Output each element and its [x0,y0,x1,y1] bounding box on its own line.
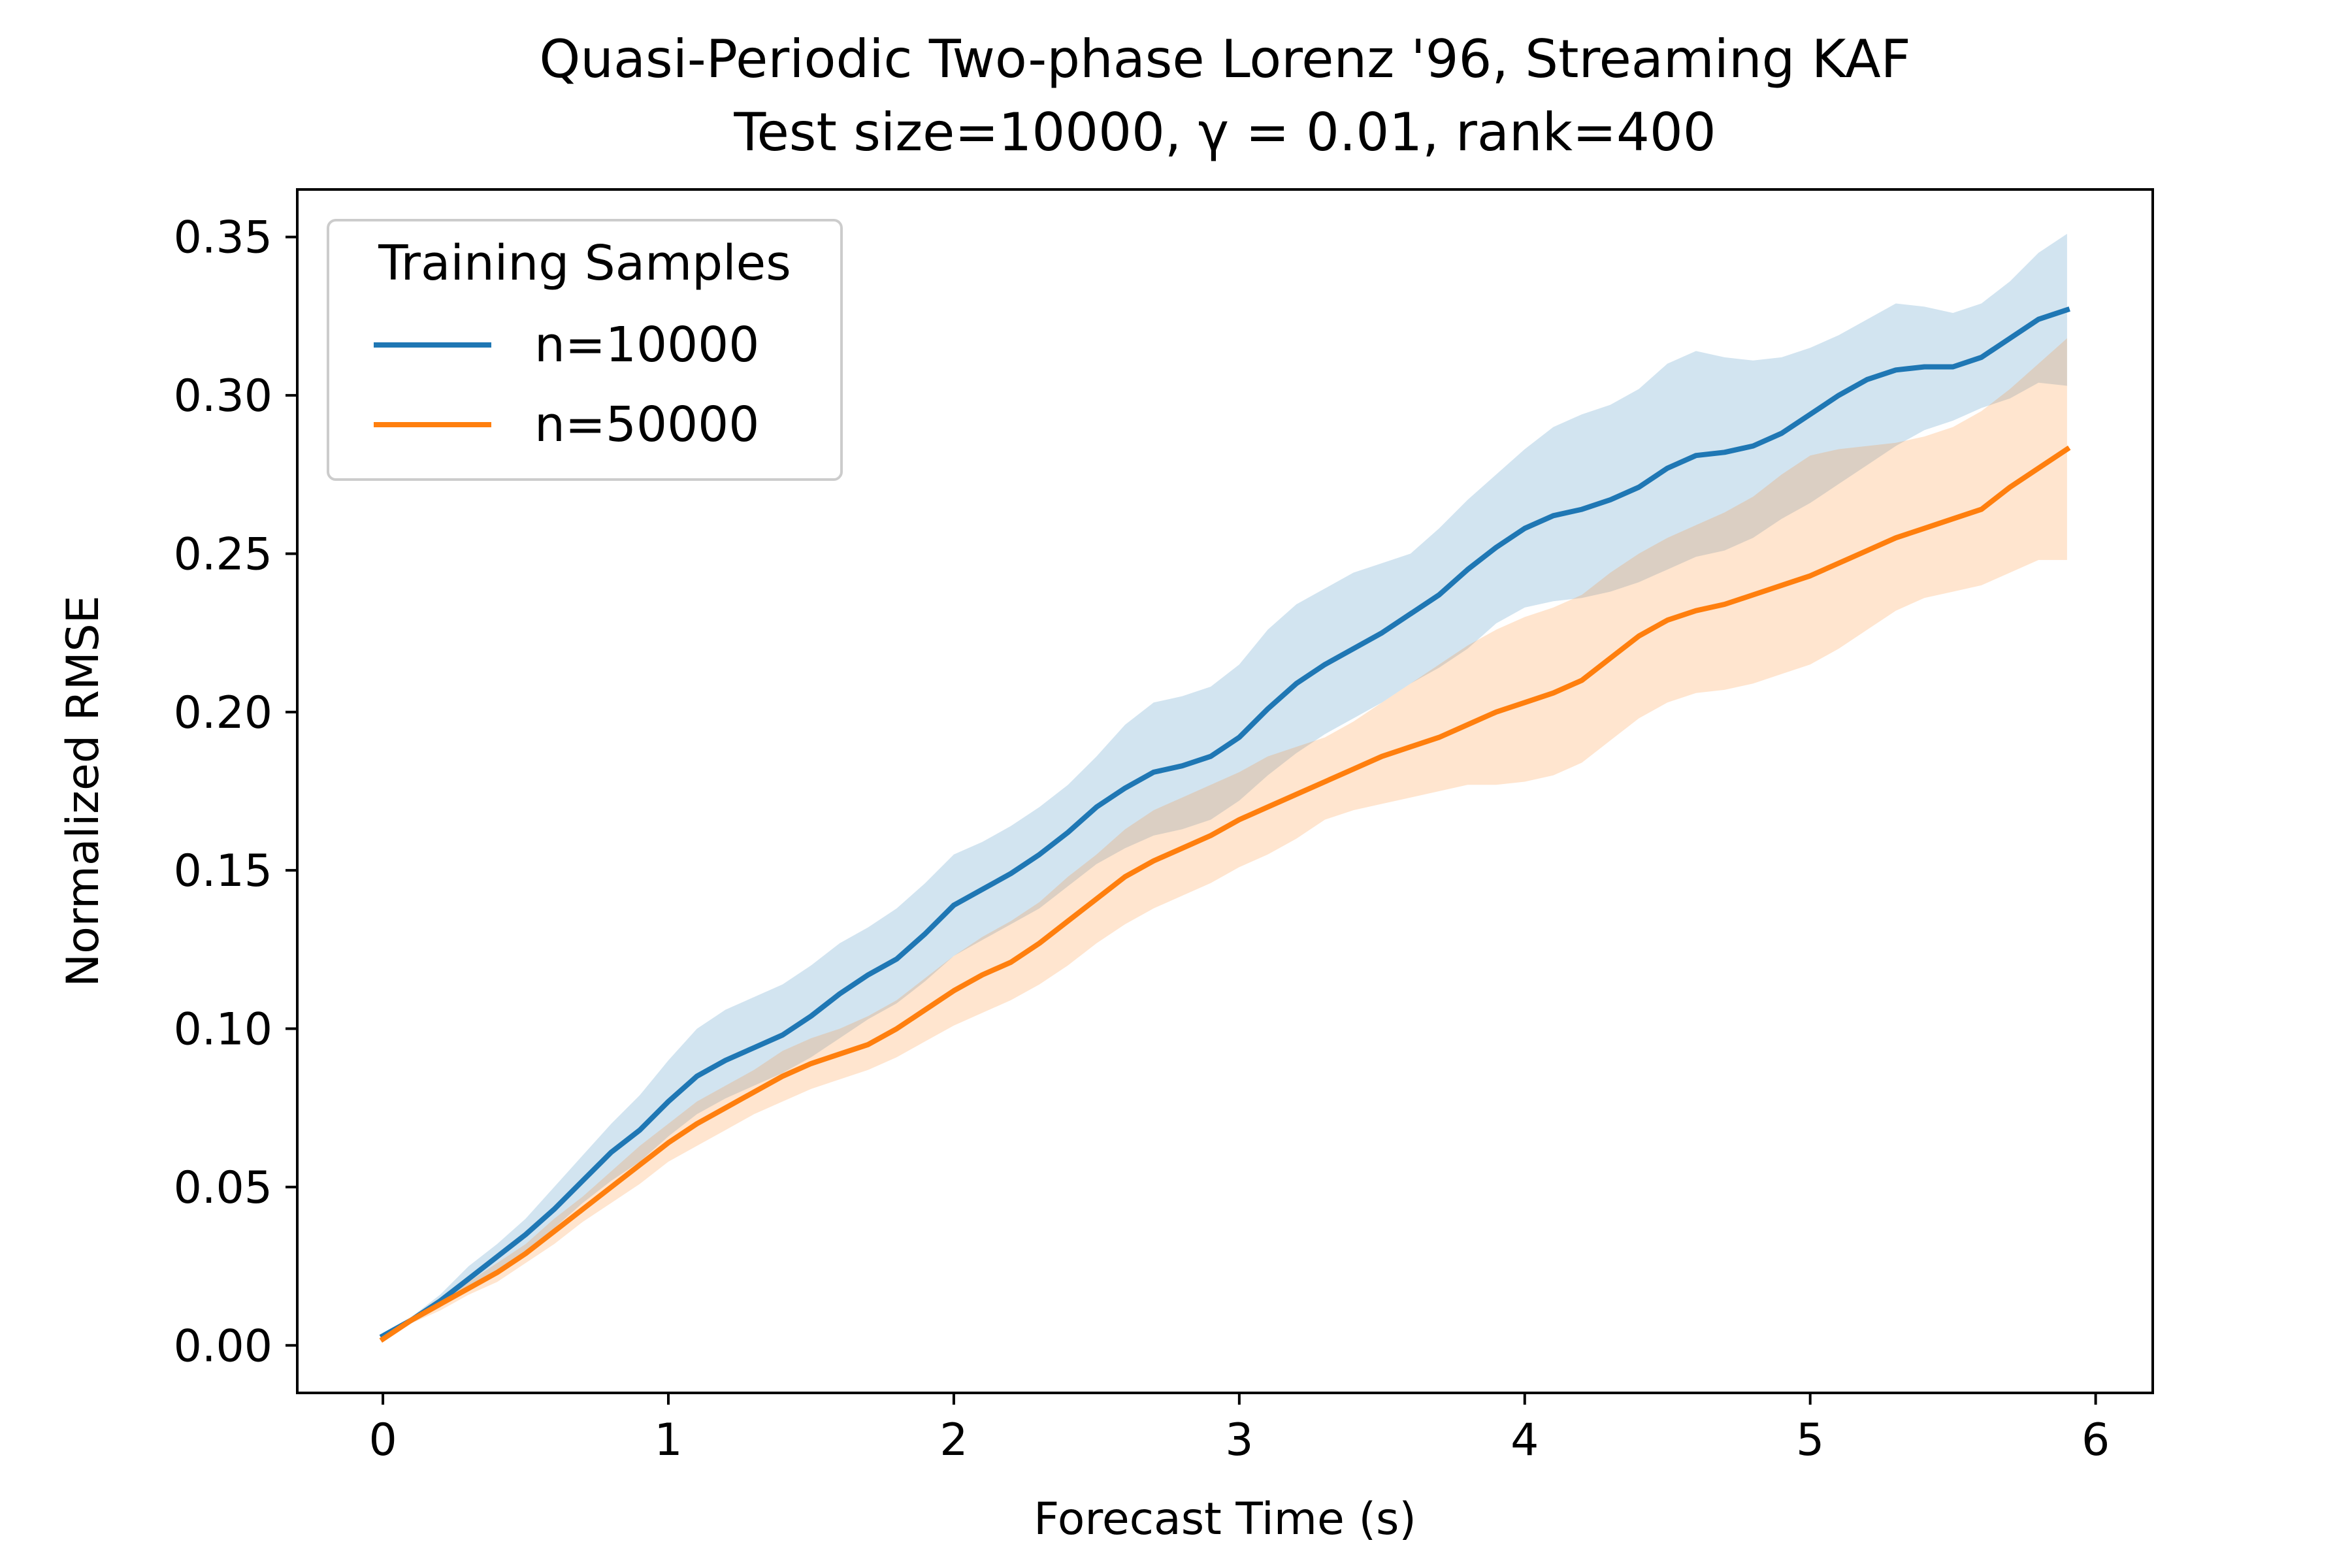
x-tick-label-1: 1 [654,1414,682,1466]
chart-title-line2: Test size=10000, γ = 0.01, rank=400 [733,102,1716,163]
legend-title: Training Samples [378,235,791,291]
y-tick-label-0.30: 0.30 [174,370,272,422]
y-tick-label-0.00: 0.00 [174,1320,272,1372]
y-axis-label: Normalized RMSE [57,595,109,987]
y-axis: 0.00 0.05 0.10 0.15 0.20 0.25 0.30 0.35 [174,212,297,1372]
x-axis-label: Forecast Time (s) [1034,1494,1416,1545]
legend-label-n10000: n=10000 [534,317,759,373]
x-tick-label-3: 3 [1225,1414,1253,1466]
y-tick-label-0.10: 0.10 [174,1004,272,1056]
x-tick-label-5: 5 [1796,1414,1824,1466]
confidence-bands [383,233,2067,1343]
plot-frame [296,188,2154,1394]
x-tick-label-4: 4 [1511,1414,1539,1466]
series-lines [379,306,2071,1343]
legend: Training Samples n=10000 n=50000 [327,219,843,481]
y-tick-label-0.20: 0.20 [174,687,272,739]
line-n50000 [379,445,2071,1343]
x-tick-label-0: 0 [368,1414,397,1466]
line-n10000 [379,306,2070,1340]
y-tick-label-0.15: 0.15 [174,845,272,897]
legend-box [327,219,843,481]
x-tick-label-6: 6 [2082,1414,2110,1466]
y-tick-label-0.05: 0.05 [174,1162,272,1214]
band-n10000 [383,233,2067,1339]
chart-title-line1: Quasi-Periodic Two-phase Lorenz '96, Str… [539,29,1910,90]
legend-label-n50000: n=50000 [534,397,759,453]
x-axis: 0 1 2 3 4 5 6 [368,1393,2110,1466]
band-n50000 [383,338,2067,1343]
y-tick-label-0.35: 0.35 [174,212,272,264]
x-tick-label-2: 2 [939,1414,968,1466]
y-tick-label-0.25: 0.25 [174,529,272,580]
